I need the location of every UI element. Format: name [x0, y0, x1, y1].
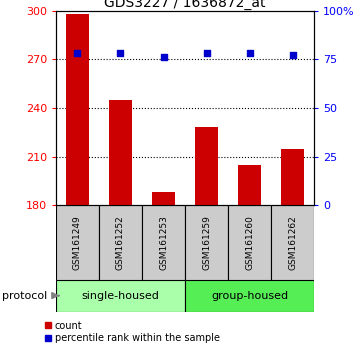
Point [247, 51, 252, 56]
Text: GSM161253: GSM161253 [159, 215, 168, 270]
Bar [185, 280, 314, 312]
Point [161, 55, 166, 60]
Bar [56, 280, 185, 312]
Bar [228, 205, 271, 280]
Legend: count, percentile rank within the sample: count, percentile rank within the sample [41, 317, 223, 347]
Text: single-housed: single-housed [82, 291, 160, 301]
Text: GSM161262: GSM161262 [288, 215, 297, 270]
Bar [238, 165, 261, 205]
Point [118, 51, 123, 56]
Text: GSM161259: GSM161259 [202, 215, 211, 270]
Bar [281, 149, 304, 205]
Bar [66, 14, 89, 205]
Bar [109, 100, 132, 205]
Point [290, 53, 295, 58]
Title: GDS3227 / 1636872_at: GDS3227 / 1636872_at [104, 0, 266, 10]
Point [75, 51, 81, 56]
Bar [99, 205, 142, 280]
Text: GSM161249: GSM161249 [73, 215, 82, 270]
Text: group-housed: group-housed [211, 291, 288, 301]
Text: GSM161252: GSM161252 [116, 215, 125, 270]
Bar [271, 205, 314, 280]
Bar [185, 205, 228, 280]
Text: protocol: protocol [2, 291, 47, 301]
Bar [56, 205, 99, 280]
Bar [152, 192, 175, 205]
Text: GSM161260: GSM161260 [245, 215, 254, 270]
Bar [195, 127, 218, 205]
Bar [142, 205, 185, 280]
Point [204, 51, 209, 56]
